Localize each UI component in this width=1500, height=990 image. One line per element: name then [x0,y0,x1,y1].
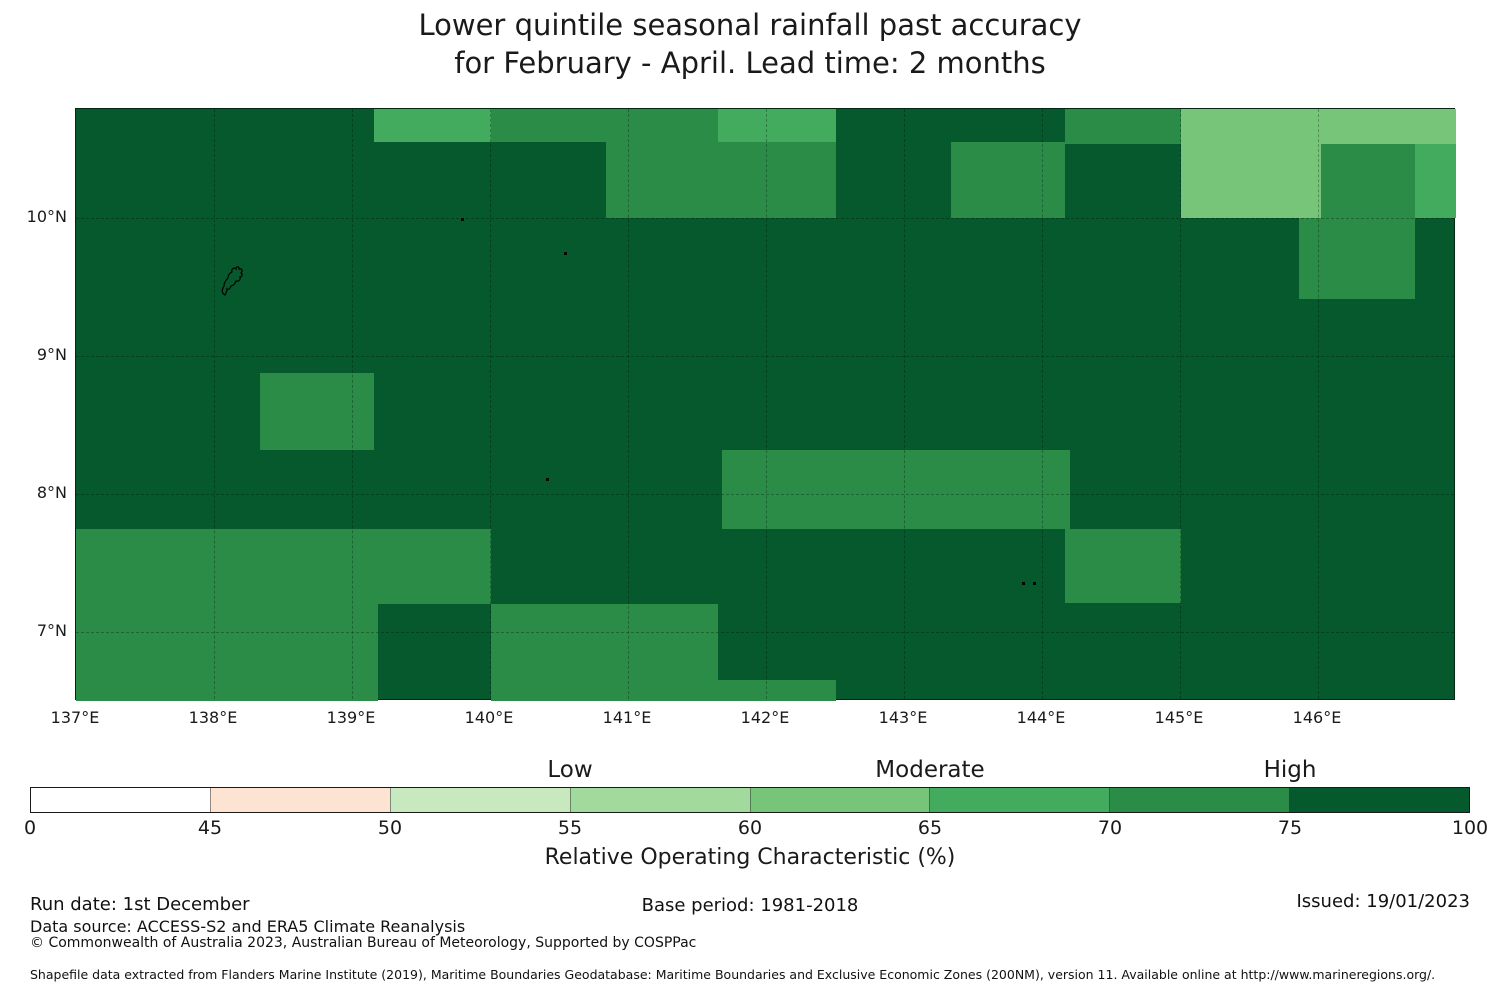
map-cell-roc-60-65 [1181,109,1321,219]
colorbar-tick-55: 55 [557,817,583,839]
gridline-lon [490,109,491,699]
colorbar-tick-100: 100 [1451,817,1489,839]
lon-tick-label: 142°E [740,708,790,727]
footer-shapefile-note: Shapefile data extracted from Flanders M… [30,967,1436,982]
islet-speck [546,478,549,481]
footer-data-source: Data source: ACCESS-S2 and ERA5 Climate … [30,917,466,936]
lat-tick-label: 7°N [36,621,67,641]
gridline-lon [766,109,767,699]
map-heatmap-area [75,108,1456,701]
lon-tick-label: 138°E [188,708,238,727]
lon-tick-label: 139°E [326,708,376,727]
footer-base-period: Base period: 1981-2018 [641,895,859,916]
lat-tick-label: 9°N [36,345,67,365]
map-cell-roc-70-75 [491,604,718,701]
gridline-lon [1042,109,1043,699]
map-cell-roc-65-70 [1414,143,1456,219]
colorbar-tick-0: 0 [23,817,37,839]
gridline-lon [1318,109,1319,699]
lon-tick-label: 145°E [1154,708,1204,727]
colorbar-tick-60: 60 [737,817,763,839]
lon-tick-label: 137°E [50,708,100,727]
map-cell-roc-65-70 [717,109,837,143]
gridline-lon [1180,109,1181,699]
map-cell-roc-65-70 [374,109,492,143]
map-cell-roc-70-75 [1320,143,1415,219]
islet-speck [564,252,567,255]
lat-tick-label: 10°N [26,207,67,227]
colorbar-segment-60-65 [749,788,930,812]
colorbar-segment-65-70 [929,788,1110,812]
map-cell-roc-70-75 [259,372,375,450]
gridline-lat [76,632,1454,634]
colorbar-segment-45-50 [209,788,390,812]
colorbar-segment-55-60 [569,788,750,812]
lon-tick-label: 143°E [878,708,928,727]
colorbar-segment-50-55 [389,788,570,812]
colorbar-tick-50: 50 [377,817,403,839]
colorbar-tick-65: 65 [917,817,943,839]
lat-tick-label: 8°N [36,483,67,503]
gridline-lon [628,109,629,699]
lon-tick-label: 144°E [1016,708,1066,727]
lon-tick-label: 141°E [602,708,652,727]
map-cell-roc-60-65 [1320,109,1456,144]
islet-speck [1022,582,1025,585]
chart-title-line2: for February - April. Lead time: 2 month… [454,46,1046,80]
map-cell-roc-70-75 [1298,218,1415,300]
gridline-lat [76,494,1454,496]
chart-title-line1: Lower quintile seasonal rainfall past ac… [418,8,1082,42]
colorbar-tick-70: 70 [1097,817,1123,839]
map-cell-roc-70-75 [605,142,837,218]
map-cell-roc-70-75 [717,680,837,701]
footer-run-date: Run date: 1st December [30,894,250,915]
footer-issued-date: Issued: 19/01/2023 [1296,891,1470,912]
gridline-lat [76,356,1454,358]
gridline-lon [352,109,353,699]
colorbar-category-high: High [1263,757,1317,783]
map-cell-roc-70-75 [1065,528,1182,604]
colorbar-segment-70-75 [1109,788,1290,812]
colorbar [30,787,1470,813]
colorbar-axis-label: Relative Operating Characteristic (%) [544,845,956,870]
map-cell-roc-70-75 [491,109,718,143]
lon-tick-label: 146°E [1292,708,1342,727]
colorbar-segment-0-45 [31,788,210,812]
colorbar-tick-75: 75 [1277,817,1303,839]
colorbar-tick-45: 45 [197,817,223,839]
map-cell-roc-70-75 [950,142,1066,218]
palau-babeldaob-outline [221,266,243,296]
gridline-lat [76,218,1454,220]
map-cell-roc-70-75 [1065,109,1182,144]
islet-speck [461,218,464,221]
map-cell-roc-70-75 [76,604,379,701]
map-cell-roc-70-75 [76,528,492,605]
lon-tick-label: 140°E [464,708,514,727]
gridline-lon [214,109,215,699]
colorbar-category-low: Low [547,757,593,783]
islet-speck [1033,582,1036,585]
colorbar-category-moderate: Moderate [875,757,985,783]
footer-copyright: © Commonwealth of Australia 2023, Austra… [30,935,697,951]
colorbar-segment-75-100 [1289,788,1469,812]
gridline-lon [904,109,905,699]
map-cell-roc-70-75 [721,449,1070,529]
